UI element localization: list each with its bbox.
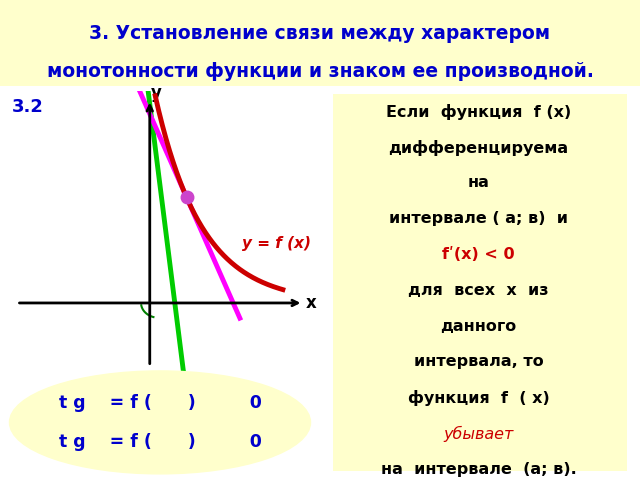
Ellipse shape bbox=[10, 371, 310, 474]
FancyBboxPatch shape bbox=[0, 0, 640, 86]
Text: на  интервале  (а; в).: на интервале (а; в). bbox=[381, 462, 576, 477]
Text: fʹ(x) < 0: fʹ(x) < 0 bbox=[442, 247, 515, 262]
Text: убывает: убывает bbox=[444, 426, 513, 442]
Text: 3.2: 3.2 bbox=[12, 98, 44, 116]
Text: дифференцируема: дифференцируема bbox=[388, 140, 568, 156]
Text: монотонности функции и знаком ее производной.: монотонности функции и знаком ее произво… bbox=[47, 62, 593, 81]
Text: для  всех  x  из: для всех x из bbox=[408, 283, 548, 298]
Text: функция  f  ( x): функция f ( x) bbox=[408, 390, 549, 406]
Text: y = f (x): y = f (x) bbox=[242, 236, 311, 251]
Text: 3. Установление связи между характером: 3. Установление связи между характером bbox=[90, 24, 550, 43]
Text: x: x bbox=[306, 294, 317, 312]
Text: интервале ( а; в)  и: интервале ( а; в) и bbox=[389, 211, 568, 226]
FancyBboxPatch shape bbox=[333, 94, 627, 471]
Text: интервала, то: интервала, то bbox=[413, 354, 543, 369]
Text: y: y bbox=[150, 84, 161, 102]
Text: t g    = f (      )         0: t g = f ( ) 0 bbox=[59, 433, 261, 451]
Text: t g    = f (      )         0: t g = f ( ) 0 bbox=[59, 394, 261, 411]
Text: Если  функция  f (x): Если функция f (x) bbox=[386, 104, 571, 120]
Text: данного: данного bbox=[440, 319, 516, 334]
Text: на: на bbox=[467, 175, 490, 191]
